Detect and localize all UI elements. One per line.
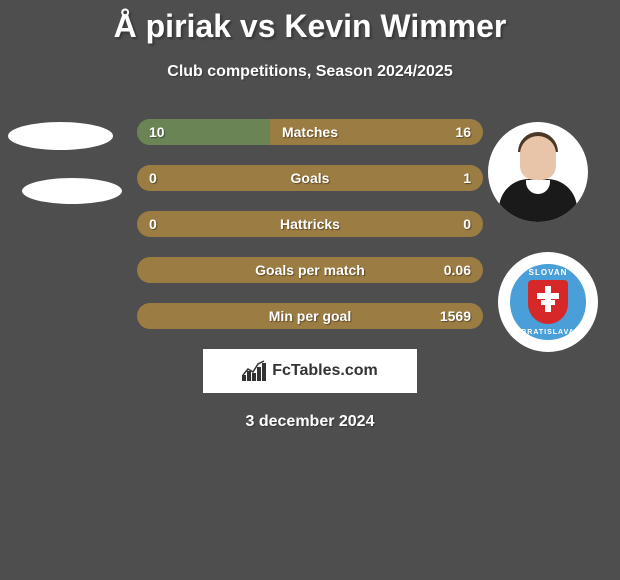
comparison-title: Å piriak vs Kevin Wimmer [0, 0, 620, 45]
stat-label: Goals per match [255, 262, 365, 278]
stat-label: Min per goal [269, 308, 351, 324]
stat-left-value: 0 [149, 170, 157, 186]
stat-left-value: 10 [149, 124, 165, 140]
stat-row: Min per goal 1569 [137, 303, 483, 329]
stat-row: 0 Hattricks 0 [137, 211, 483, 237]
stat-row: 0 Goals 1 [137, 165, 483, 191]
stat-label: Goals [291, 170, 330, 186]
stat-right-value: 0.06 [444, 262, 471, 278]
chart-icon [242, 361, 266, 381]
stat-label: Matches [282, 124, 338, 140]
stat-row: 10 Matches 16 [137, 119, 483, 145]
stat-left-value: 0 [149, 216, 157, 232]
branding-box: FcTables.com [203, 349, 417, 393]
branding-text: FcTables.com [272, 362, 378, 380]
stat-right-value: 1 [463, 170, 471, 186]
comparison-subtitle: Club competitions, Season 2024/2025 [0, 63, 620, 81]
stat-row: Goals per match 0.06 [137, 257, 483, 283]
stats-container: 10Matches160Goals10Hattricks0Goals per m… [137, 119, 483, 329]
stat-right-value: 1569 [440, 308, 471, 324]
stat-right-value: 16 [455, 124, 471, 140]
stat-right-value: 0 [463, 216, 471, 232]
stat-label: Hattricks [280, 216, 340, 232]
stats-section: 10Matches160Goals10Hattricks0Goals per m… [0, 119, 620, 431]
comparison-date: 3 december 2024 [0, 413, 620, 431]
